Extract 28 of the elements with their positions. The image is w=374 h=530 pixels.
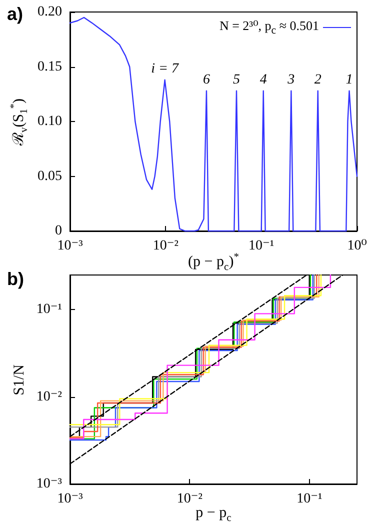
x-tick-label: 10⁻¹ <box>248 238 274 254</box>
y-tick-label: 0.10 <box>38 114 62 129</box>
y-tick-label: 0.05 <box>38 168 62 184</box>
x-tick-label: 10⁻¹ <box>296 492 322 506</box>
y-tick-label: 10⁻¹ <box>36 302 62 318</box>
y-axis-title: S1/N <box>12 364 28 395</box>
annotation: 1 <box>346 72 353 88</box>
x-tick-label: 10⁻³ <box>57 492 83 506</box>
legend-label: N = 2³⁰, p$_{c}$ ≈ 0.501 <box>219 18 319 37</box>
annotation: 4 <box>260 72 267 88</box>
annotation: 6 <box>202 72 210 88</box>
annotation: 2 <box>314 72 322 88</box>
chart-title: a) <box>7 4 24 24</box>
y-tick-label: 0.20 <box>38 4 62 20</box>
y-tick-label: 10⁻³ <box>36 476 62 492</box>
annotation: 5 <box>232 72 240 88</box>
x-tick-label: 10⁻³ <box>57 238 83 254</box>
x-tick-label: 10⁰ <box>347 238 368 254</box>
y-tick-label: 10⁻² <box>36 389 62 404</box>
x-tick-label: 10⁻² <box>152 238 178 254</box>
annotation: 3 <box>286 72 295 88</box>
x-axis-title: p − p$_{c}$ <box>196 505 232 524</box>
chart-title: b) <box>7 269 24 289</box>
y-tick-label: 0.15 <box>38 59 62 74</box>
y-tick-label: 0 <box>55 224 62 238</box>
x-axis-title: (p − p$_{c}$)$^{*}$ <box>188 252 239 274</box>
annotation: i = 7 <box>151 61 180 76</box>
x-tick-label: 10⁻² <box>176 492 202 506</box>
